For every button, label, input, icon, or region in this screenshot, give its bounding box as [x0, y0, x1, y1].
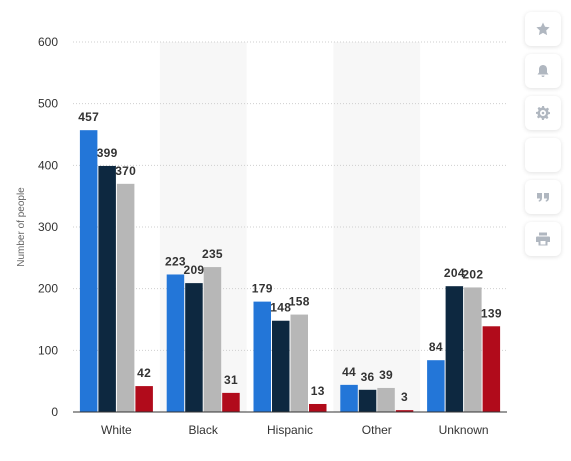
bell-icon	[537, 65, 549, 77]
bar[interactable]	[377, 387, 395, 412]
bar[interactable]	[290, 314, 309, 412]
bar[interactable]	[116, 183, 135, 412]
data-label: 370	[115, 164, 136, 178]
data-label: 235	[202, 247, 223, 261]
x-category-label: White	[101, 423, 132, 437]
print-icon	[536, 232, 550, 246]
share-icon	[535, 147, 551, 163]
bar[interactable]	[358, 389, 377, 412]
y-tick-label: 600	[38, 35, 58, 49]
cite-button[interactable]	[525, 180, 561, 214]
notification-button[interactable]	[525, 54, 561, 88]
x-category-label: Unknown	[439, 423, 489, 437]
favorite-button[interactable]	[525, 12, 561, 46]
data-label: 139	[481, 306, 502, 320]
bar[interactable]	[135, 386, 153, 412]
data-label: 31	[224, 373, 238, 387]
y-tick-label: 0	[51, 405, 58, 419]
bar[interactable]	[309, 403, 327, 412]
data-label: 36	[361, 370, 375, 384]
bar[interactable]	[272, 320, 290, 412]
bar[interactable]	[222, 392, 240, 412]
x-category-label: Black	[189, 423, 219, 437]
data-label: 209	[183, 263, 204, 277]
star-icon	[536, 22, 550, 36]
chart-toolbar	[525, 12, 563, 264]
y-tick-label: 100	[38, 343, 58, 357]
y-tick-label: 400	[38, 158, 58, 172]
gear-icon	[536, 106, 550, 120]
y-tick-label: 300	[38, 220, 58, 234]
bar[interactable]	[166, 274, 185, 412]
bar[interactable]	[79, 130, 98, 412]
bar[interactable]	[203, 267, 222, 412]
print-button[interactable]	[525, 222, 561, 256]
data-label: 44	[342, 365, 356, 379]
data-label: 179	[252, 282, 273, 296]
bar[interactable]	[185, 283, 203, 412]
data-label: 223	[165, 254, 186, 268]
data-label: 13	[311, 384, 325, 398]
data-label: 84	[429, 340, 443, 354]
x-category-label: Other	[362, 423, 392, 437]
data-label: 3	[401, 390, 408, 404]
data-label: 148	[270, 301, 291, 315]
bar[interactable]	[482, 326, 501, 412]
bar[interactable]	[98, 165, 116, 412]
data-label: 42	[137, 366, 151, 380]
data-label: 158	[289, 295, 310, 309]
y-axis-title: Number of people	[16, 187, 27, 267]
bar[interactable]	[427, 360, 445, 412]
bar[interactable]	[445, 286, 464, 412]
data-label: 39	[379, 368, 393, 382]
data-label: 202	[462, 267, 483, 281]
bar[interactable]	[253, 301, 272, 412]
bar[interactable]	[395, 410, 414, 412]
y-tick-label: 200	[38, 282, 58, 296]
quote-icon	[537, 193, 549, 202]
bar[interactable]	[340, 384, 358, 412]
data-label: 204	[444, 266, 465, 280]
data-label: 457	[78, 110, 99, 124]
y-tick-label: 500	[38, 97, 58, 111]
x-category-label: Hispanic	[267, 423, 313, 437]
data-label: 399	[97, 146, 118, 160]
settings-button[interactable]	[525, 96, 561, 130]
share-button[interactable]	[525, 138, 561, 172]
bar[interactable]	[464, 287, 482, 412]
